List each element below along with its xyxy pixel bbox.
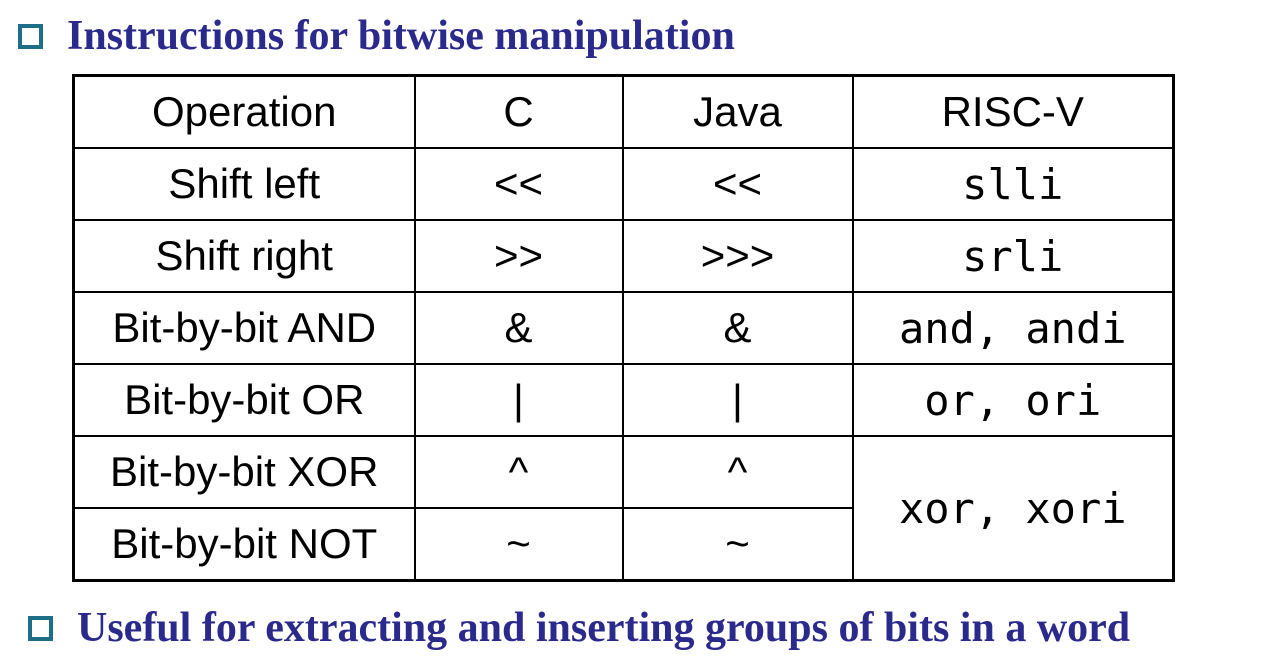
cell-operation: Shift right: [72, 219, 416, 293]
cell-operation: Shift left: [72, 147, 416, 221]
table-row: Bit-by-bit XOR ^ ^ xor, xori: [72, 435, 1175, 582]
cell-c: &: [413, 291, 624, 365]
cell-java: |: [621, 363, 854, 437]
cell-java: &: [621, 291, 854, 365]
cell-c: <<: [413, 147, 624, 221]
cell-c: >>: [413, 219, 624, 293]
header-c: C: [413, 74, 624, 149]
cell-java: ^: [621, 435, 854, 509]
cell-c: ~: [413, 507, 624, 582]
cell-riscv: and, andi: [851, 291, 1175, 365]
table-row: Shift right >> >>> srli: [72, 219, 1175, 293]
cell-java: ~: [621, 507, 854, 582]
table-row: Bit-by-bit AND & & and, andi: [72, 291, 1175, 365]
slide-footer-bullet: Useful for extracting and inserting grou…: [28, 604, 1130, 652]
cell-riscv: slli: [851, 147, 1175, 221]
header-operation: Operation: [72, 74, 416, 149]
table-row: Bit-by-bit OR | | or, ori: [72, 363, 1175, 437]
cell-operation: Bit-by-bit XOR: [72, 435, 416, 509]
header-java: Java: [621, 74, 854, 149]
cell-java: <<: [621, 147, 854, 221]
table-header-row: Operation C Java RISC-V: [72, 74, 1175, 149]
cell-riscv-merged: xor, xori: [851, 435, 1175, 582]
cell-java: >>>: [621, 219, 854, 293]
square-bullet-icon: [18, 23, 43, 49]
cell-riscv: or, ori: [851, 363, 1175, 437]
table-row: Bit-by-bit NOT ~ ~: [72, 507, 1174, 582]
table-row: Shift left << << slli: [72, 147, 1175, 221]
footer-text: Useful for extracting and inserting grou…: [77, 605, 1131, 651]
cell-operation: Bit-by-bit OR: [72, 363, 416, 437]
header-riscv: RISC-V: [851, 74, 1175, 149]
heading-text: Instructions for bitwise manipulation: [67, 13, 735, 59]
bitwise-operations-table: Operation C Java RISC-V Shift left << <<…: [72, 74, 1175, 582]
slide-heading: Instructions for bitwise manipulation: [18, 12, 735, 60]
square-bullet-icon: [28, 615, 53, 641]
cell-operation: Bit-by-bit NOT: [72, 507, 416, 582]
cell-riscv: srli: [851, 219, 1175, 293]
cell-c: ^: [413, 435, 624, 509]
cell-c: |: [413, 363, 624, 437]
cell-operation: Bit-by-bit AND: [72, 291, 416, 365]
